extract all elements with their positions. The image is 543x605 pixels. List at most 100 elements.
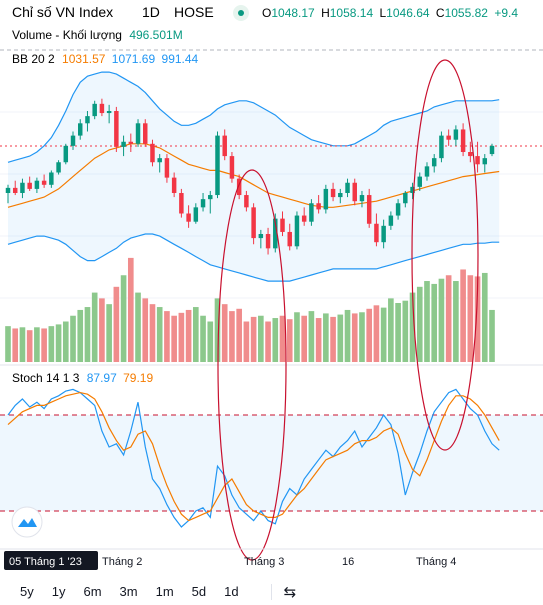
range-6m[interactable]: 6m [83, 584, 102, 599]
volume-bar [156, 307, 163, 362]
stoch-band-fill [0, 415, 543, 511]
candle-up [200, 199, 206, 208]
bb-basis-line [7, 143, 500, 208]
candle-up [106, 111, 112, 114]
change-value: +9.4 [494, 6, 518, 20]
candle-down [301, 215, 307, 222]
volume-bar [272, 318, 279, 362]
time-label-16: 16 [342, 556, 354, 568]
bb-upper-value: 1071.69 [112, 52, 156, 66]
volume-bar [84, 307, 91, 362]
volume-bar [308, 311, 315, 362]
volume-bar [474, 276, 481, 362]
volume-bar [416, 286, 423, 362]
volume-bar [460, 269, 466, 362]
volume-bar [214, 298, 221, 362]
volume-bar [34, 327, 40, 362]
cloud-icon[interactable] [11, 506, 43, 538]
volume-bar [149, 304, 156, 362]
volume-bar [388, 298, 394, 362]
candle-down [128, 141, 134, 144]
candle-down [143, 123, 148, 144]
ellipse-annotation-april[interactable] [411, 59, 479, 451]
volume-bar [431, 283, 438, 362]
range-1m[interactable]: 1m [155, 584, 174, 599]
exchange-label: HOSE [174, 4, 214, 20]
volume-bars [5, 257, 495, 362]
candle-down [164, 158, 170, 178]
volume-bar [294, 312, 300, 362]
volume-bar [323, 313, 329, 362]
candle-up [395, 203, 401, 216]
time-label-mar: Tháng 3 [244, 556, 284, 568]
bb-legend[interactable]: BB 20 2 1031.57 1071.69 991.44 [12, 52, 199, 66]
volume-bar [113, 286, 120, 362]
volume-bar [193, 307, 199, 362]
volume-bar [41, 328, 47, 362]
candle-down [99, 103, 105, 114]
candle-up [338, 193, 343, 198]
current-date-text: 05 Tháng 1 '23 [9, 556, 82, 568]
candle-down [12, 187, 18, 193]
current-date-badge [4, 551, 98, 570]
volume-bar [135, 292, 141, 362]
candle-up [77, 123, 83, 136]
volume-bar [286, 319, 293, 362]
candle-down [330, 188, 336, 198]
range-1d[interactable]: 1d [224, 584, 239, 599]
volume-bar [207, 321, 214, 362]
stoch-legend-label: Stoch 14 1 3 [12, 371, 80, 385]
volume-bar [315, 318, 322, 362]
candle-down [460, 129, 466, 152]
candle-up [273, 218, 278, 249]
market-open-icon [233, 5, 249, 21]
volume-bar [445, 275, 452, 362]
candle-up [489, 145, 495, 155]
volume-bar [5, 326, 11, 362]
volume-bar [12, 328, 19, 362]
candle-up [49, 172, 54, 185]
candle-up [439, 135, 444, 159]
candle-up [294, 215, 300, 247]
candle-up [135, 123, 141, 144]
candle-up [424, 166, 430, 177]
h-label: H [321, 6, 330, 20]
candle-up [63, 145, 69, 163]
h-value: 1058.14 [330, 6, 374, 20]
date-range-icon[interactable]: ⇆ [283, 583, 297, 601]
candle-up [85, 116, 90, 124]
candle-down [171, 177, 177, 193]
volume-bar [221, 304, 228, 362]
candle-up [157, 158, 162, 163]
bb-lower-line [7, 233, 500, 282]
ellipse-annotation-march[interactable] [217, 169, 287, 561]
volume-legend[interactable]: Volume - Khối lượng 496.501M [12, 28, 183, 42]
volume-bar [171, 315, 177, 362]
symbol-name[interactable]: Chỉ số VN Index [12, 4, 113, 20]
volume-bar [489, 309, 495, 362]
volume-bar [258, 315, 264, 362]
range-3m[interactable]: 3m [119, 584, 138, 599]
bb-lower-value: 991.44 [162, 52, 199, 66]
candle-up [309, 203, 314, 222]
stoch-legend[interactable]: Stoch 14 1 3 87.97 79.19 [12, 371, 153, 385]
volume-bar [236, 308, 242, 362]
candle-down [236, 178, 242, 196]
volume-bar [481, 272, 488, 362]
candle-down [229, 156, 235, 179]
range-1y[interactable]: 1y [51, 584, 66, 599]
volume-bar [395, 303, 401, 362]
candle-down [475, 156, 480, 165]
c-value: 1055.82 [445, 6, 489, 20]
candle-down [446, 135, 451, 140]
candle-down [287, 231, 292, 247]
candle-up [410, 186, 415, 193]
candle-down [468, 152, 473, 157]
range-5y[interactable]: 5y [20, 584, 34, 599]
o-value: 1048.17 [271, 6, 315, 20]
candle-down [366, 195, 372, 224]
l-value: 1046.64 [386, 6, 430, 20]
range-5d[interactable]: 5d [191, 584, 207, 599]
interval-label[interactable]: 1D [142, 4, 160, 20]
